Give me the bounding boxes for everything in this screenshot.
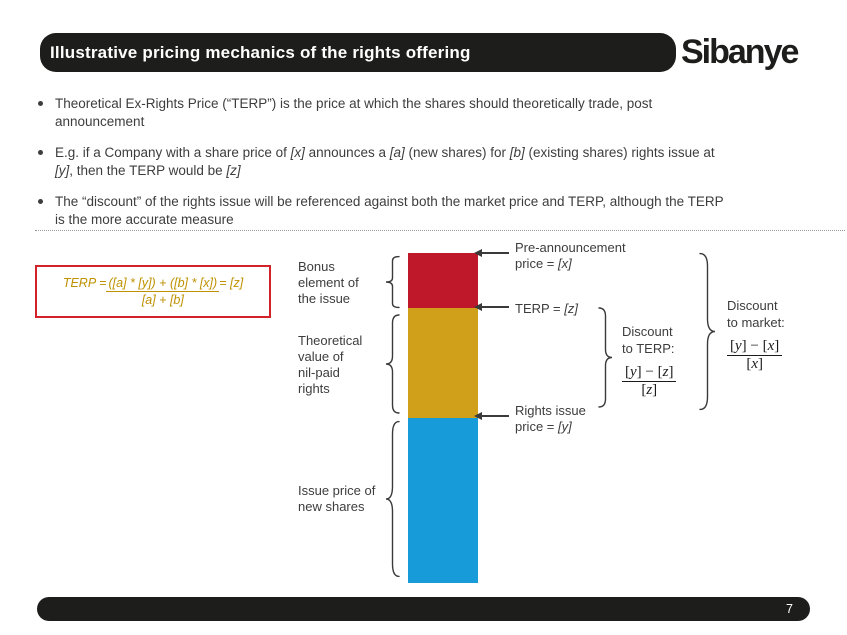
bullet-marker-icon [38, 150, 43, 155]
label-nil-paid-rights: Theoretical value of nil-paid rights [298, 333, 363, 396]
discount-to-terp-fraction: [y] − [z] [z] [622, 364, 677, 399]
bullet-item: E.g. if a Company with a share price of … [35, 144, 831, 180]
title-bar: Illustrative pricing mechanics of the ri… [40, 33, 676, 72]
fraction-denominator: [x] [746, 356, 763, 372]
discount-to-market-fraction: [y] − [x] [x] [727, 338, 783, 373]
curly-brace-right-icon [700, 252, 715, 411]
bar-segment-issue-price [408, 418, 478, 583]
curly-brace-right-icon [599, 307, 612, 408]
left-arrow-icon [474, 249, 509, 257]
left-arrow-icon [474, 412, 509, 420]
curly-brace-left-icon [386, 314, 399, 414]
discount-to-market-title: Discount to market: [727, 298, 785, 330]
bullet-text: Theoretical Ex-Rights Price (“TERP”) is … [55, 96, 653, 129]
footer-bar: 7 [37, 597, 810, 621]
label-terp: TERP = [z] [515, 301, 578, 316]
bullet-list: Theoretical Ex-Rights Price (“TERP”) is … [35, 95, 831, 242]
fraction-numerator: [y] − [x] [727, 338, 783, 356]
bar-segment-bonus [408, 253, 478, 308]
terp-formula-box: TERP = ([a] * [y]) + ([b] * [x]) [a] + [… [35, 265, 271, 318]
page-number: 7 [786, 602, 793, 616]
discount-to-terp-title: Discount to TERP: [622, 324, 675, 356]
label-pre-announcement-price: Pre-announcement price = [x] [515, 240, 626, 271]
terp-formula-prefix: TERP = [62, 276, 107, 290]
terp-formula-suffix: = [z] [219, 276, 244, 290]
stacked-bar-chart [408, 253, 478, 583]
company-logo: Sibanye [681, 32, 799, 71]
discount-to-market: Discount to market: [y] − [x] [x] [727, 297, 785, 373]
terp-formula-denominator: [a] + [b] [141, 293, 184, 307]
curly-brace-left-icon [386, 420, 399, 578]
fraction-denominator: [z] [641, 382, 658, 398]
label-rights-issue-price: Rights issue price = [y] [515, 403, 586, 434]
fraction-numerator: [y] − [z] [622, 364, 677, 382]
bullet-text: E.g. if a Company with a share price of … [55, 145, 715, 178]
bullet-marker-icon [38, 199, 43, 204]
terp-formula-numerator: ([a] * [y]) + ([b] * [x]) [106, 276, 220, 292]
dotted-divider [35, 230, 845, 231]
label-issue-price: Issue price of new shares [298, 483, 376, 514]
curly-brace-left-icon [386, 256, 399, 308]
bullet-item: The “discount” of the rights issue will … [35, 193, 831, 229]
bullet-text: The “discount” of the rights issue will … [55, 194, 724, 227]
label-bonus-element: Bonus element of the issue [298, 259, 359, 306]
bar-segment-nil-paid [408, 308, 478, 418]
terp-formula-fraction: ([a] * [y]) + ([b] * [x]) [a] + [b] [106, 275, 220, 308]
page-title: Illustrative pricing mechanics of the ri… [50, 42, 471, 62]
bullet-item: Theoretical Ex-Rights Price (“TERP”) is … [35, 95, 831, 131]
bullet-marker-icon [38, 101, 43, 106]
left-arrow-icon [474, 303, 509, 311]
discount-to-terp: Discount to TERP: [y] − [z] [z] [622, 323, 677, 399]
